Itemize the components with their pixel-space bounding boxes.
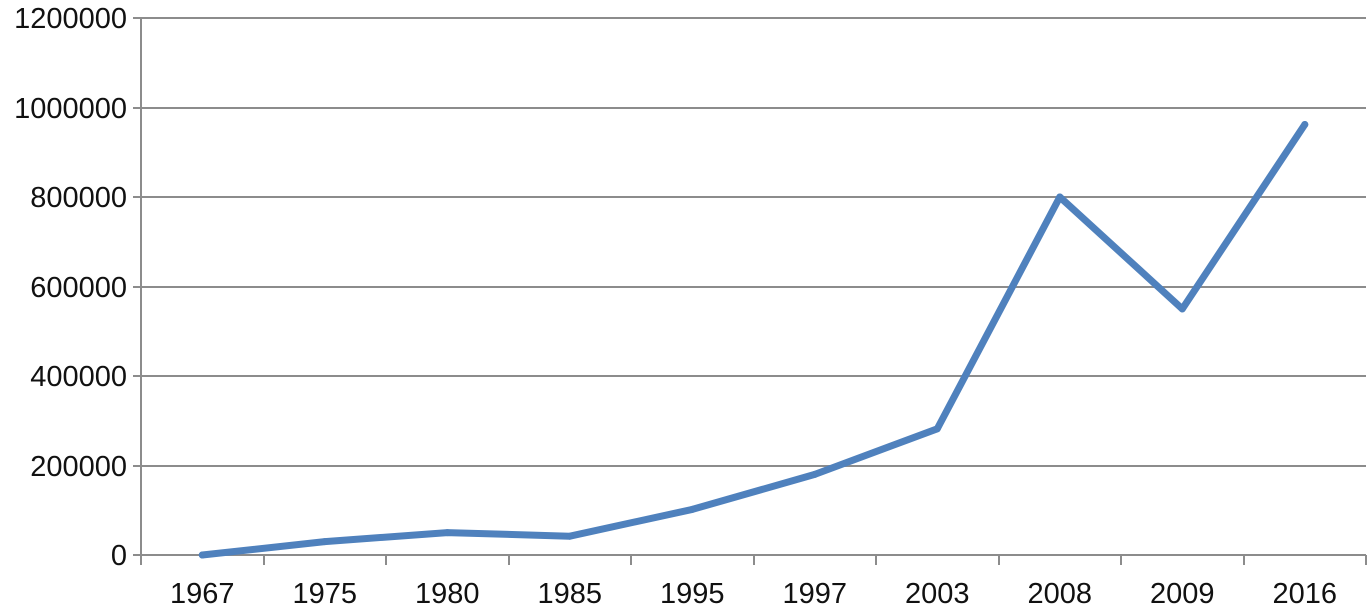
y-tick-labels: 0 200000 400000 600000 800000 1000000 1200000 xyxy=(14,3,127,572)
data-point-1997 xyxy=(811,470,819,478)
x-tick-label: 1967 xyxy=(170,578,235,610)
x-tick-label: 1995 xyxy=(660,578,725,610)
axis-layer xyxy=(133,17,1367,565)
data-point-2008 xyxy=(1056,193,1064,201)
x-tick-labels: 1967 1975 1980 1985 1995 1997 2003 2008 2009 2016 xyxy=(170,578,1337,610)
x-tick-label: 1975 xyxy=(292,578,357,610)
x-tick-label: 2008 xyxy=(1027,578,1092,610)
data-point-2009 xyxy=(1178,305,1186,313)
x-tick-label: 1985 xyxy=(537,578,602,610)
y-tick-label: 200000 xyxy=(30,451,127,483)
data-point-2016 xyxy=(1301,121,1309,128)
x-tick-label: 1980 xyxy=(415,578,480,610)
data-point-1985 xyxy=(566,532,574,540)
data-point-1995 xyxy=(688,505,696,513)
grid-layer xyxy=(141,17,1366,467)
x-tick-label: 2009 xyxy=(1150,578,1215,610)
y-tick-label: 400000 xyxy=(30,361,127,393)
y-tick-label: 1000000 xyxy=(14,93,127,125)
y-tick-label: 1200000 xyxy=(14,3,127,35)
data-point-1980 xyxy=(443,529,451,537)
x-tick-label: 2003 xyxy=(905,578,970,610)
y-tick-label: 0 xyxy=(111,540,127,572)
x-tick-label: 2016 xyxy=(1272,578,1337,610)
y-tick-label: 600000 xyxy=(30,272,127,304)
y-tick-label: 800000 xyxy=(30,182,127,214)
series-line-0 xyxy=(198,121,1309,559)
data-point-1967 xyxy=(198,551,206,559)
x-tick-label: 1997 xyxy=(782,578,847,610)
data-point-2003 xyxy=(933,425,941,433)
data-point-1975 xyxy=(321,538,329,546)
series-layer xyxy=(198,121,1309,559)
